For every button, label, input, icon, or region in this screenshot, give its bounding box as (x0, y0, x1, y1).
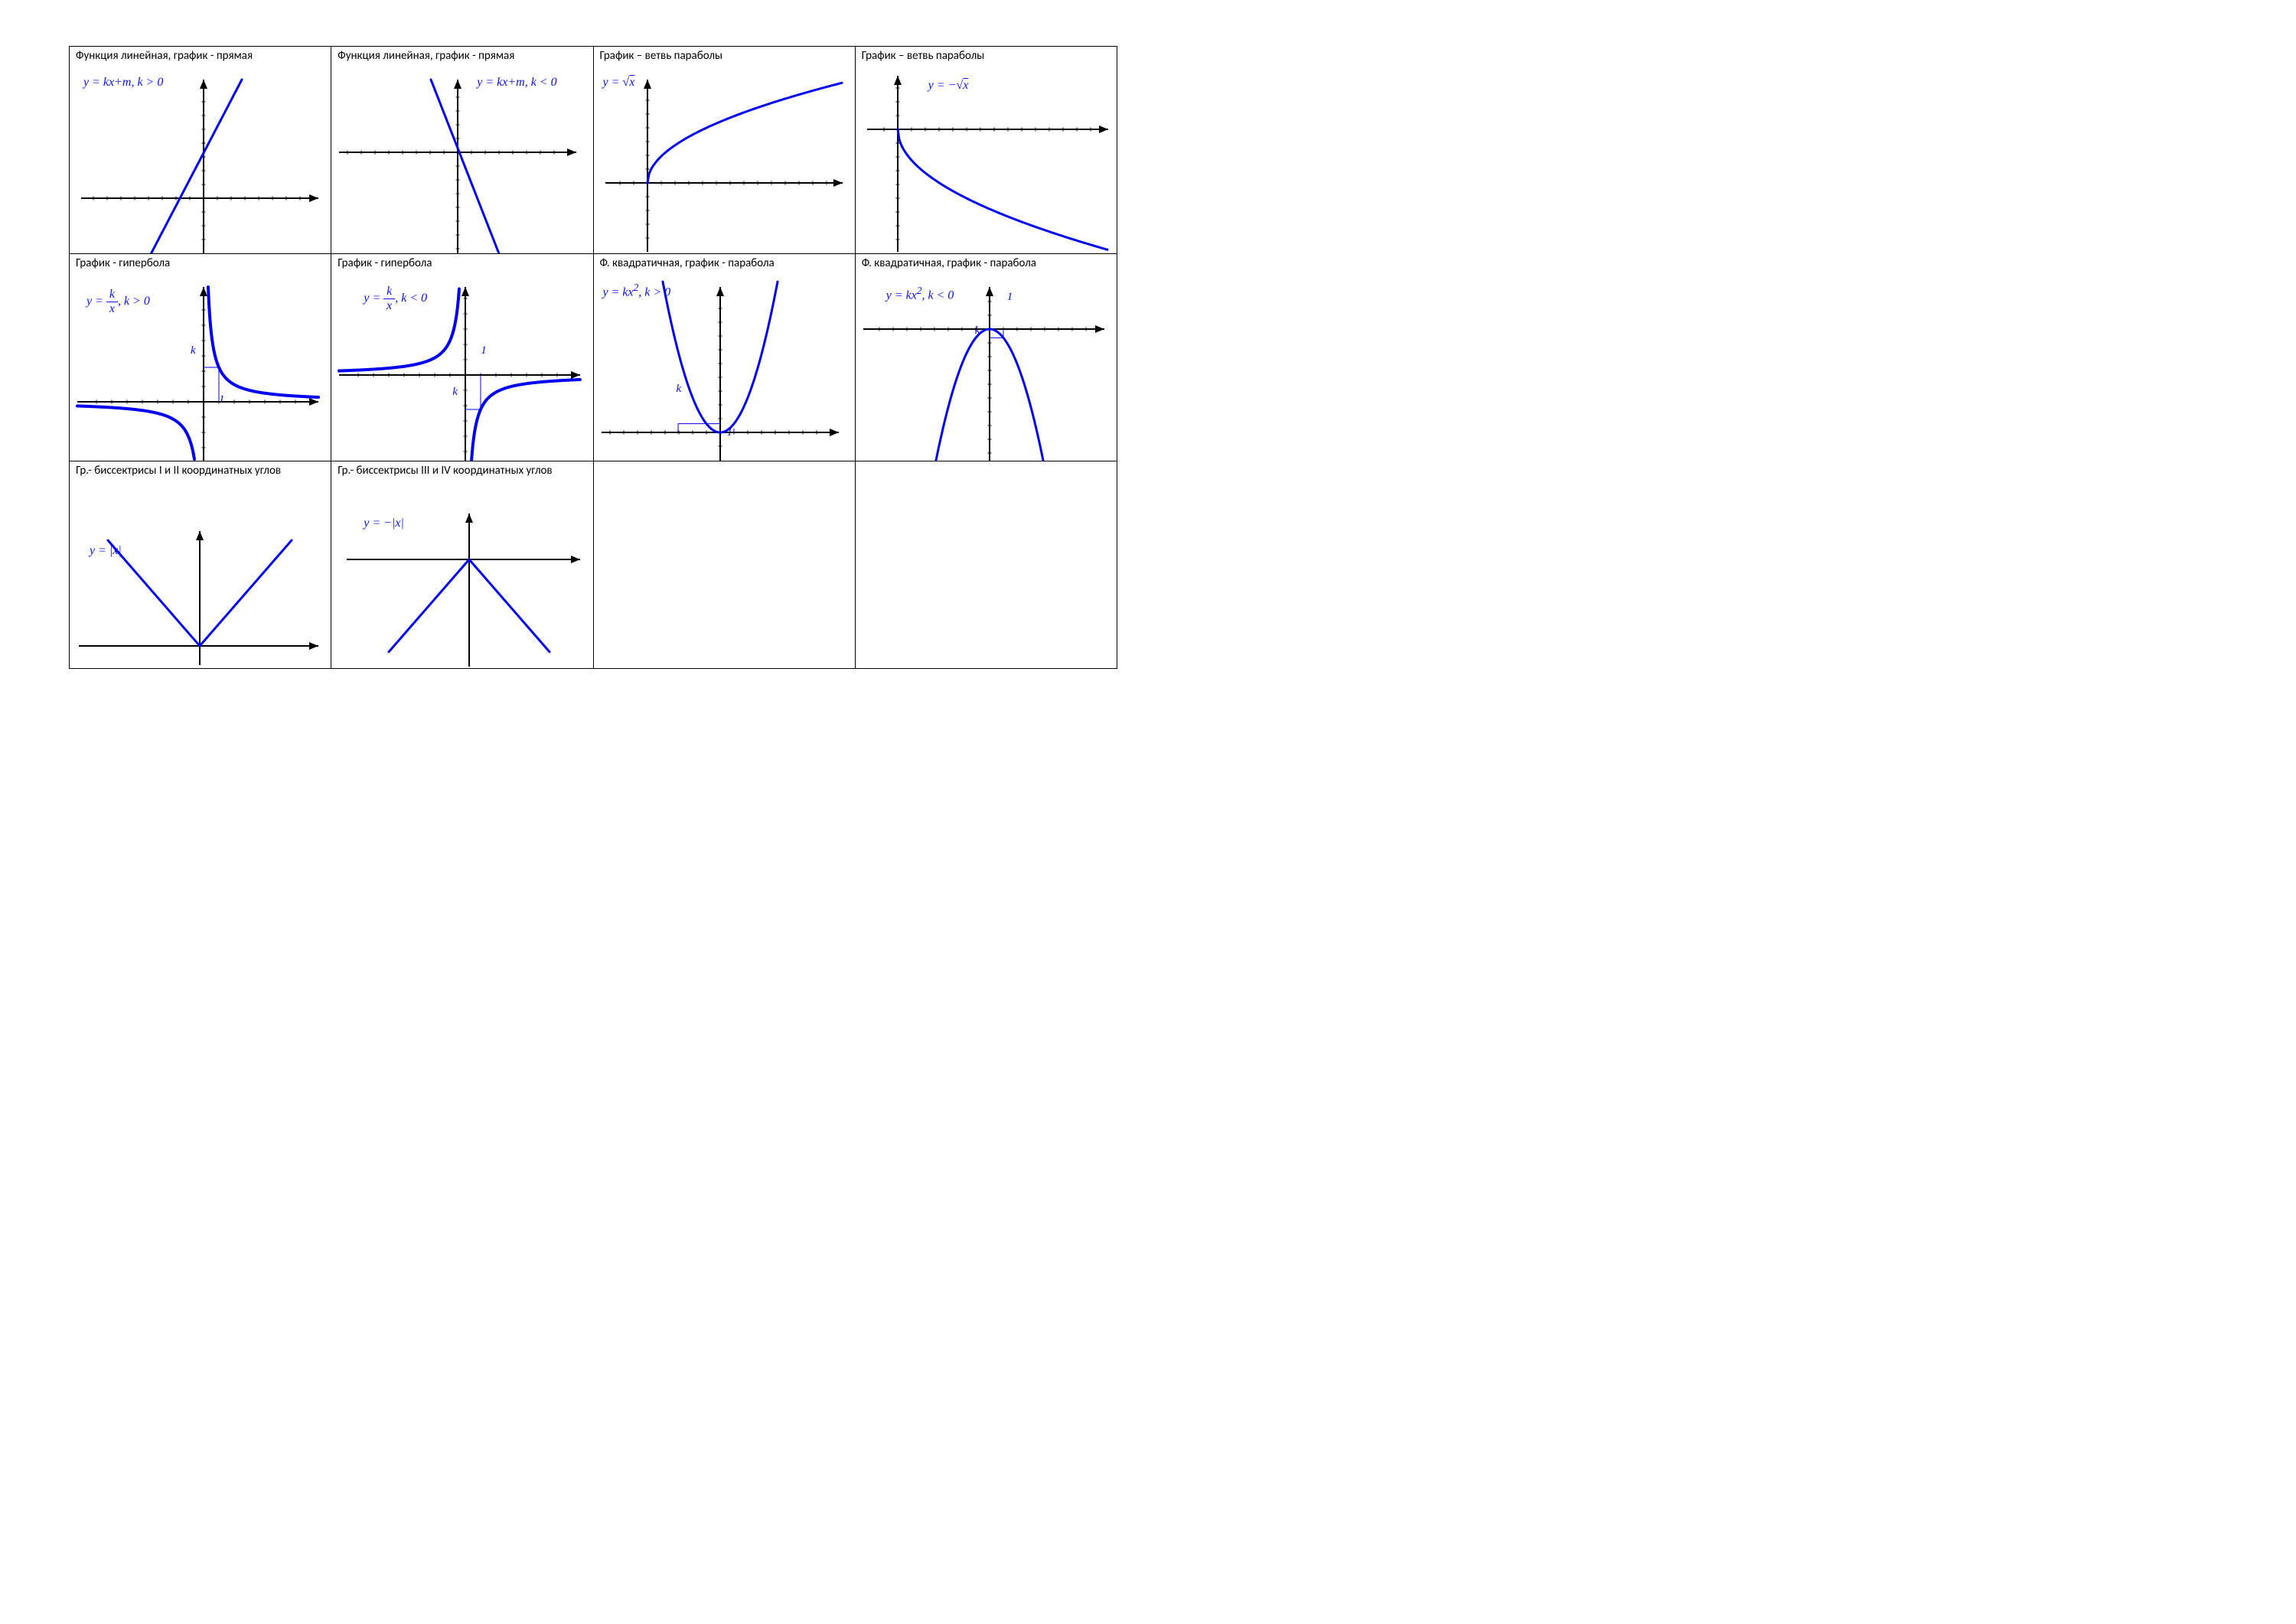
chart-svg (331, 272, 592, 461)
function-graphs-table: Функция линейная, график - прямаяy = kx+… (69, 46, 1117, 669)
chart-cell: Функция линейная, график - прямаяy = kx+… (331, 47, 593, 254)
chart-title: Гр.- биссектрисы III и IV координатных у… (331, 461, 592, 479)
chart-cell: График – ветвь параболыy = −√x (855, 47, 1117, 254)
chart-title: График - гипербола (70, 254, 331, 272)
chart-cell: Функция линейная, график - прямаяy = kx+… (70, 47, 331, 254)
chart-title: График – ветвь параболы (594, 47, 855, 64)
chart-cell (593, 461, 855, 669)
chart-svg (70, 64, 330, 253)
chart-title: Ф. квадратичная, график - парабола (856, 254, 1117, 272)
chart-cell: Гр.- биссектрисы I и II координатных угл… (70, 461, 331, 669)
chart-title: Функция линейная, график - прямая (70, 47, 331, 64)
chart-cell (855, 461, 1117, 669)
chart-cell: График - гиперболаy = kx, k < 0k1 (331, 254, 593, 461)
chart-svg (331, 479, 592, 668)
chart-cell: Ф. квадратичная, график - параболаy = kx… (855, 254, 1117, 461)
chart-svg (70, 272, 330, 461)
chart-svg (70, 479, 330, 668)
chart-title: Ф. квадратичная, график - парабола (594, 254, 855, 272)
chart-title: График – ветвь параболы (856, 47, 1117, 64)
chart-svg (331, 64, 592, 253)
chart-title: Функция линейная, график - прямая (331, 47, 592, 64)
chart-cell: Гр.- биссектрисы III и IV координатных у… (331, 461, 593, 669)
chart-cell: Ф. квадратичная, график - параболаy = kx… (593, 254, 855, 461)
chart-svg (594, 64, 854, 253)
chart-cell: График - гиперболаy = kx, k > 0k1 (70, 254, 331, 461)
chart-cell: График – ветвь параболыy = √x (593, 47, 855, 254)
chart-title: Гр.- биссектрисы I и II координатных угл… (70, 461, 331, 479)
chart-svg (856, 64, 1116, 253)
chart-svg (594, 272, 854, 461)
chart-title: График - гипербола (331, 254, 592, 272)
chart-svg (856, 272, 1116, 461)
